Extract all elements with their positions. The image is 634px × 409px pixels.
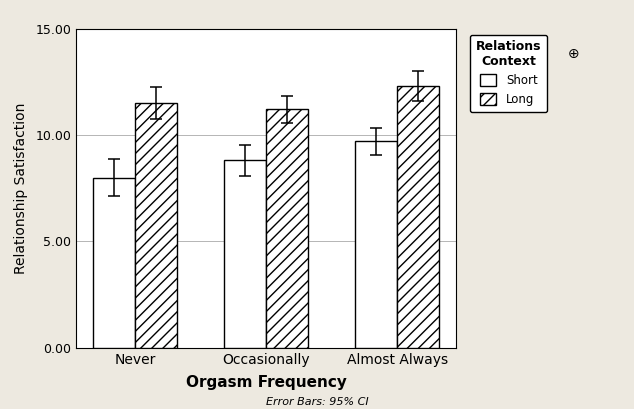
Bar [266,110,308,348]
X-axis label: Orgasm Frequency: Orgasm Frequency [186,375,347,390]
Text: Error Bars: 95% CI: Error Bars: 95% CI [266,397,368,407]
Text: ⊕: ⊕ [567,47,579,61]
Bar [135,103,178,348]
Y-axis label: Relationship Satisfaction: Relationship Satisfaction [15,102,29,274]
Bar [398,86,439,348]
Legend: Short, Long: Short, Long [470,34,547,112]
Bar [93,178,135,348]
Bar [355,142,398,348]
Bar [224,160,266,348]
